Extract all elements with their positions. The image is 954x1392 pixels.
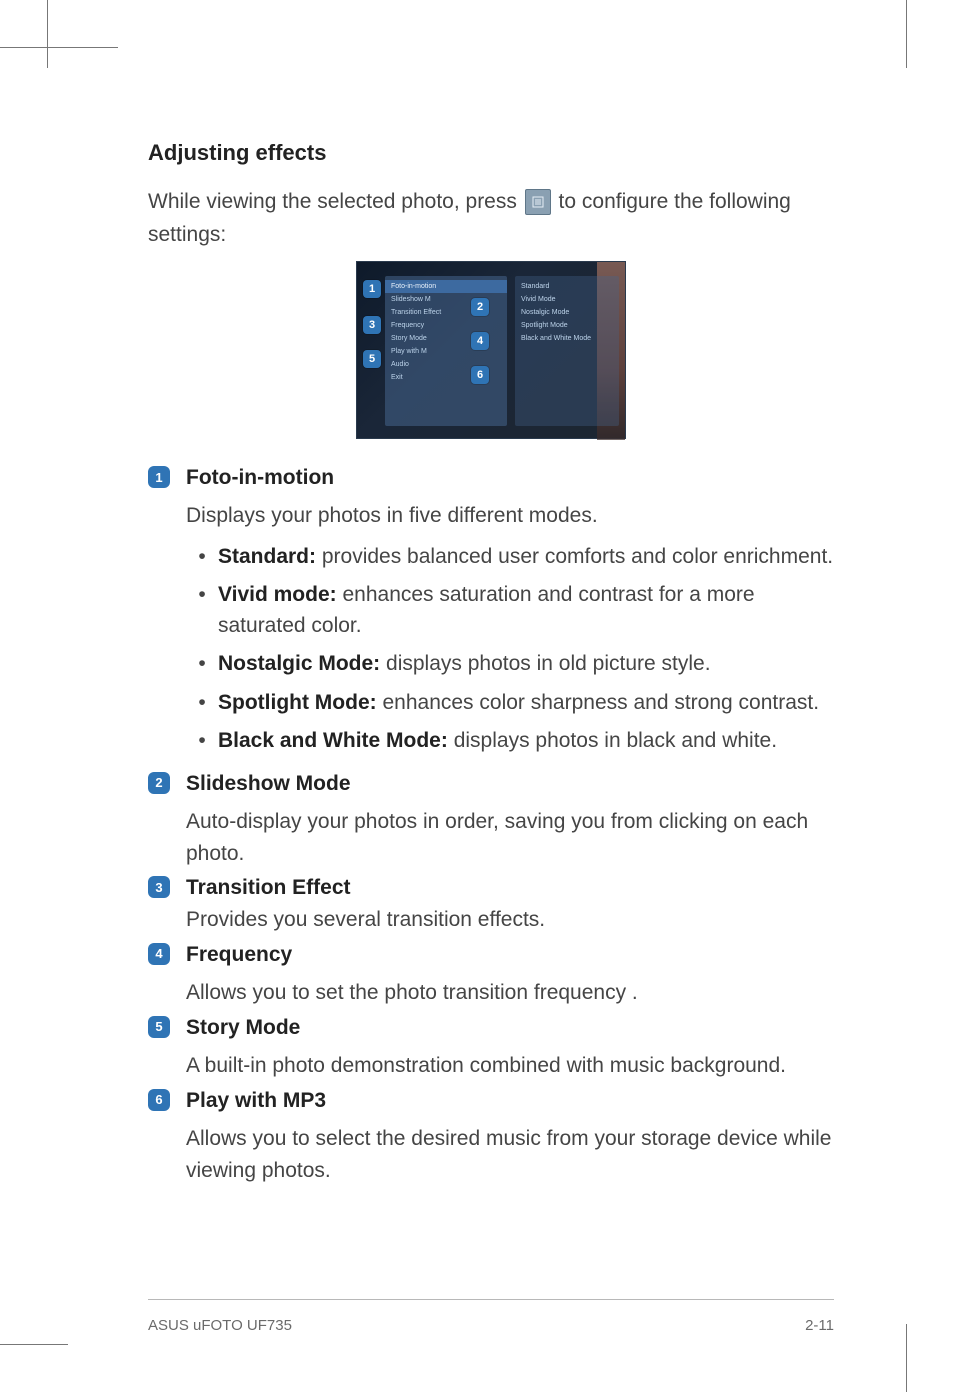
item-number-badge: 4 — [148, 943, 170, 965]
mode-name: Black and White Mode: — [218, 729, 448, 752]
item-number-badge: 1 — [148, 466, 170, 488]
mode-list-item: •Black and White Mode: displays photos i… — [186, 726, 834, 756]
callout-badge: 1 — [363, 280, 381, 298]
item-description: A built-in photo demonstration combined … — [186, 1050, 834, 1082]
item-body: Story Mode A built-in photo demonstration… — [186, 1013, 834, 1082]
screenshot-menu-row: Foto-in-motion — [385, 280, 507, 293]
mode-list-item: •Nostalgic Mode: displays photos in old … — [186, 649, 834, 679]
mode-list-item: •Spotlight Mode: enhances color sharpnes… — [186, 688, 834, 718]
item-number-badge: 3 — [148, 876, 170, 898]
item-number-badge: 5 — [148, 1016, 170, 1038]
numbered-item: 2 Slideshow Mode Auto-display your photos … — [148, 769, 834, 869]
item-title: Slideshow Mode — [186, 769, 834, 798]
item-title: Foto-in-motion — [186, 463, 834, 492]
crop-mark — [0, 1344, 68, 1345]
item-number-badge: 6 — [148, 1089, 170, 1111]
item-description: Auto-display your photos in order, savin… — [186, 806, 834, 869]
item-title: Play with MP3 — [186, 1086, 834, 1115]
mode-name: Vivid mode: — [218, 583, 337, 606]
item-body: Foto-in-motion Displays your photos in fi… — [186, 463, 834, 765]
numbered-item: 4 Frequency Allows you to set the photo tr… — [148, 940, 834, 1009]
item-number-badge: 2 — [148, 772, 170, 794]
mode-text: Spotlight Mode: enhances color sharpness… — [218, 688, 834, 718]
numbered-item: 3 Transition EffectProvides you several t… — [148, 873, 834, 936]
bullet-icon: • — [186, 580, 218, 641]
crop-mark — [906, 0, 907, 68]
screenshot-option-row: Nostalgic Mode — [515, 306, 619, 319]
callout-badge: 5 — [363, 350, 381, 368]
item-description: Allows you to select the desired music f… — [186, 1123, 834, 1186]
item-body: Transition EffectProvides you several tr… — [186, 873, 834, 936]
mode-name: Spotlight Mode: — [218, 691, 377, 714]
item-body: Frequency Allows you to set the photo tra… — [186, 940, 834, 1009]
intro-text-before: While viewing the selected photo, press — [148, 190, 523, 213]
mode-name: Standard: — [218, 545, 316, 568]
bullet-icon: • — [186, 542, 218, 572]
item-body: Play with MP3 Allows you to select the de… — [186, 1086, 834, 1186]
menu-icon — [525, 189, 551, 215]
item-title: Story Mode — [186, 1013, 834, 1042]
crop-mark — [906, 1324, 907, 1392]
screenshot-option-row: Spotlight Mode — [515, 319, 619, 332]
item-description: Allows you to set the photo transition f… — [186, 977, 834, 1009]
footer-product: ASUS uFOTO UF735 — [148, 1317, 292, 1334]
crop-mark — [0, 47, 118, 48]
mode-list: •Standard: provides balanced user comfor… — [186, 542, 834, 757]
numbered-item: 6 Play with MP3 Allows you to select the d… — [148, 1086, 834, 1186]
bullet-icon: • — [186, 688, 218, 718]
numbered-item: 5 Story Mode A built-in photo demonstratio… — [148, 1013, 834, 1082]
mode-desc: enhances color sharpness and strong cont… — [377, 691, 819, 714]
item-title: Frequency — [186, 940, 834, 969]
item-body: Slideshow Mode Auto-display your photos i… — [186, 769, 834, 869]
mode-text: Standard: provides balanced user comfort… — [218, 542, 834, 572]
mode-desc: displays photos in old picture style. — [380, 652, 710, 675]
mode-desc: provides balanced user comforts and colo… — [316, 545, 833, 568]
callout-badge: 3 — [363, 316, 381, 334]
page-footer: ASUS uFOTO UF735 2-11 — [148, 1317, 834, 1334]
section-heading: Adjusting effects — [148, 140, 834, 166]
item-title: Transition Effect — [186, 873, 834, 902]
intro-paragraph: While viewing the selected photo, press … — [148, 186, 834, 251]
bullet-icon: • — [186, 649, 218, 679]
mode-text: Vivid mode: enhances saturation and cont… — [218, 580, 834, 641]
bullet-icon: • — [186, 726, 218, 756]
footer-page-number: 2-11 — [805, 1317, 834, 1334]
screenshot-option-row: Vivid Mode — [515, 293, 619, 306]
screenshot-option-row: Standard — [515, 280, 619, 293]
item-description: Provides you several transition effects. — [186, 904, 834, 936]
screenshot-figure: Foto-in-motion Slideshow M Transition Ef… — [148, 261, 834, 439]
page: Adjusting effects While viewing the sele… — [0, 0, 954, 1392]
mode-list-item: •Vivid mode: enhances saturation and con… — [186, 580, 834, 641]
screenshot-option-row: Black and White Mode — [515, 332, 619, 345]
mode-list-item: •Standard: provides balanced user comfor… — [186, 542, 834, 572]
mode-text: Nostalgic Mode: displays photos in old p… — [218, 649, 834, 679]
callout-badge: 2 — [471, 298, 489, 316]
mode-desc: displays photos in black and white. — [448, 729, 777, 752]
footer-rule — [148, 1299, 834, 1300]
screenshot-menu-row: Frequency — [385, 319, 507, 332]
settings-screenshot: Foto-in-motion Slideshow M Transition Ef… — [356, 261, 626, 439]
mode-name: Nostalgic Mode: — [218, 652, 380, 675]
crop-mark — [47, 0, 48, 68]
mode-text: Black and White Mode: displays photos in… — [218, 726, 834, 756]
item-description: Displays your photos in five different m… — [186, 500, 834, 532]
numbered-item: 1 Foto-in-motion Displays your photos in f… — [148, 463, 834, 765]
callout-badge: 6 — [471, 366, 489, 384]
screenshot-left-menu: Foto-in-motion Slideshow M Transition Ef… — [385, 276, 507, 426]
callout-badge: 4 — [471, 332, 489, 350]
screenshot-right-menu: Standard Vivid Mode Nostalgic Mode Spotl… — [515, 276, 619, 426]
